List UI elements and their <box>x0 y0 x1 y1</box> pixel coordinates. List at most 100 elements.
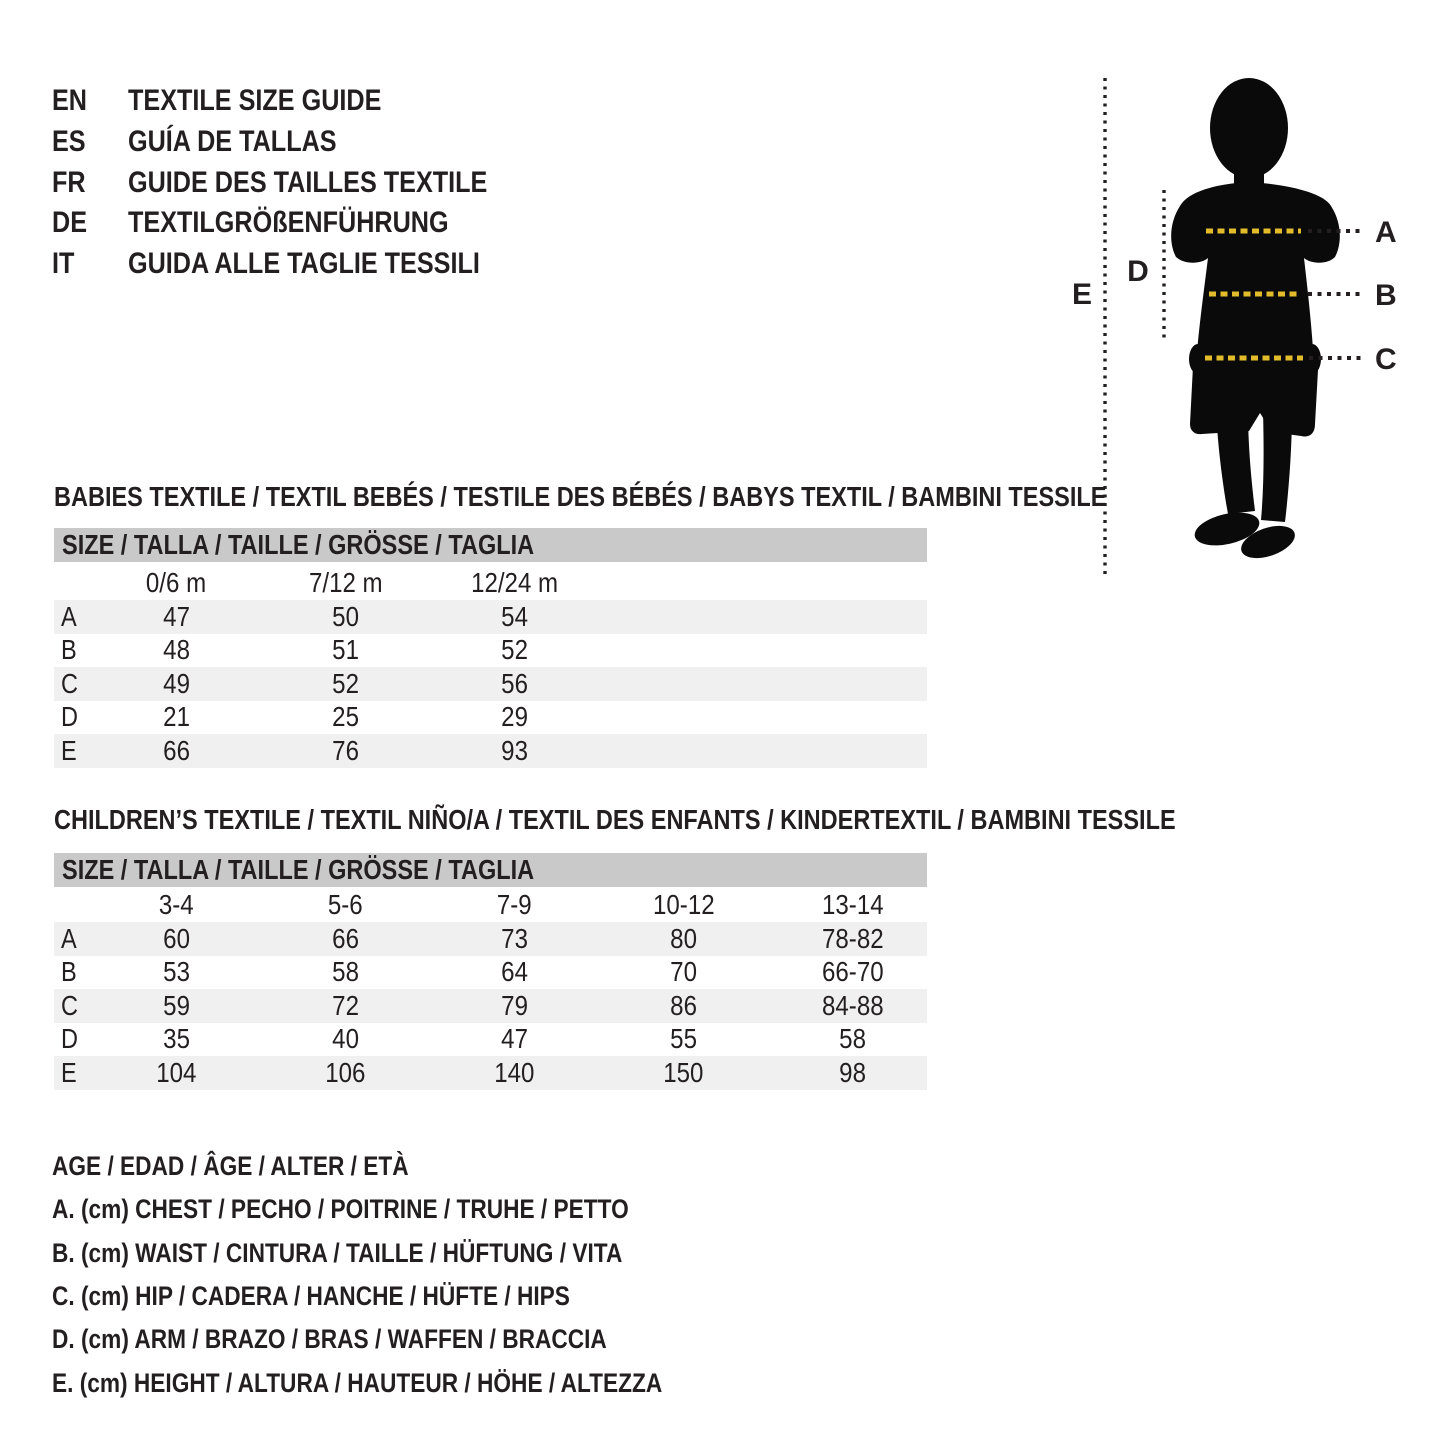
children-size-header-bar: SIZE / TALLA / TAILLE / GRÖSSE / TAGLIA <box>54 853 927 887</box>
cell-text: 80 <box>670 922 697 954</box>
cell: 21 <box>92 701 261 735</box>
cell-text: 21 <box>163 701 190 733</box>
column-header: 3-4 <box>92 887 261 922</box>
lang-code: FR <box>52 166 128 200</box>
shirt-shape <box>1171 182 1340 365</box>
column-header-text: 13-14 <box>821 888 884 920</box>
legend-line-text: A. (cm) CHEST / PECHO / POITRINE / TRUHE… <box>52 1194 629 1225</box>
legend-line-text: AGE / EDAD / ÂGE / ALTER / ETÀ <box>52 1151 409 1182</box>
row-label-text: A <box>61 922 77 954</box>
babies-size-header-text: SIZE / TALLA / TAILLE / GRÖSSE / TAGLIA <box>62 529 535 560</box>
column-header: 7/12 m <box>261 565 430 600</box>
lang-code-text: EN <box>52 84 88 118</box>
row-label: E <box>54 734 92 768</box>
lang-row-fr: FR GUIDE DES TAILLES TEXTILE <box>52 162 556 203</box>
cell-text: 52 <box>501 634 528 666</box>
lang-title-text: GUIDA ALLE TAGLIE TESSILI <box>128 247 480 281</box>
cell: 93 <box>430 734 599 768</box>
cell-text: 40 <box>332 1023 359 1055</box>
lang-code: EN <box>52 84 128 118</box>
cell-text: 84-88 <box>821 989 884 1021</box>
table-row-d: D 35 40 47 55 58 <box>54 1023 927 1057</box>
row-label: A <box>54 600 92 634</box>
cell-text: 29 <box>501 701 528 733</box>
lang-title: GUÍA DE TALLAS <box>128 125 556 159</box>
cell: 56 <box>430 667 599 701</box>
row-label: D <box>54 1023 92 1057</box>
cell-text: 58 <box>839 1023 866 1055</box>
children-section-title: CHILDREN’S TEXTILE / TEXTIL NIÑO/A / TEX… <box>54 804 1389 836</box>
lang-code-text: DE <box>52 206 88 240</box>
cell: 59 <box>92 989 261 1023</box>
cell: 55 <box>599 1023 768 1057</box>
cell: 58 <box>261 956 430 990</box>
table-row-c: C 49 52 56 <box>54 667 927 701</box>
row-label: C <box>54 667 92 701</box>
lang-row-de: DE TEXTILGRÖßENFÜHRUNG <box>52 203 556 244</box>
row-label-text: C <box>61 667 78 699</box>
babies-size-table: 0/6 m 7/12 m 12/24 m A 47 50 54 B 48 51 … <box>54 565 927 768</box>
cell: 66 <box>261 922 430 956</box>
row-label-text: D <box>61 701 78 733</box>
child-silhouette-svg: A B C D E <box>1072 78 1397 578</box>
cell: 52 <box>430 634 599 668</box>
lang-title: TEXTILE SIZE GUIDE <box>128 84 556 118</box>
column-header-text: 10-12 <box>652 888 715 920</box>
legend-line-text: D. (cm) ARM / BRAZO / BRAS / WAFFEN / BR… <box>52 1324 607 1355</box>
table-row-c: C 59 72 79 86 84-88 <box>54 989 927 1023</box>
children-size-header-text: SIZE / TALLA / TAILLE / GRÖSSE / TAGLIA <box>62 854 535 885</box>
cell: 66-70 <box>768 956 937 990</box>
cell-text: 54 <box>501 600 528 632</box>
table-row-e: E 66 76 93 <box>54 734 927 768</box>
lang-title-text: TEXTILGRÖßENFÜHRUNG <box>128 206 449 240</box>
right-shoe-shape <box>1241 525 1295 559</box>
cell-text: 60 <box>163 922 190 954</box>
measurement-figure: A B C D E <box>1058 58 1445 603</box>
cell-text: 76 <box>332 734 359 766</box>
figure-label-a: A <box>1375 216 1397 249</box>
cell: 50 <box>261 600 430 634</box>
lang-row-es: ES GUÍA DE TALLAS <box>52 122 556 163</box>
cell-text: 72 <box>332 989 359 1021</box>
cell: 35 <box>92 1023 261 1057</box>
row-label: D <box>54 701 92 735</box>
babies-size-header-bar: SIZE / TALLA / TAILLE / GRÖSSE / TAGLIA <box>54 528 927 562</box>
cell-text: 50 <box>332 600 359 632</box>
left-leg-shape <box>1216 410 1255 514</box>
figure-label-c: C <box>1375 343 1397 376</box>
babies-column-header-row: 0/6 m 7/12 m 12/24 m <box>54 565 927 600</box>
table-row-b: B 53 58 64 70 66-70 <box>54 956 927 990</box>
column-header-text: 7-9 <box>497 888 532 920</box>
row-label: E <box>54 1056 92 1090</box>
cell-text: 66-70 <box>821 956 884 988</box>
cell: 104 <box>92 1056 261 1090</box>
cell: 25 <box>261 701 430 735</box>
children-size-table: 3-4 5-6 7-9 10-12 13-14 A 60 66 73 80 78… <box>54 887 927 1090</box>
left-shoe-shape <box>1194 512 1260 546</box>
children-section-title-text: CHILDREN’S TEXTILE / TEXTIL NIÑO/A / TEX… <box>54 804 1176 835</box>
lang-code: DE <box>52 206 128 240</box>
cell-text: 98 <box>839 1056 866 1088</box>
legend-line-chest: A. (cm) CHEST / PECHO / POITRINE / TRUHE… <box>52 1188 778 1231</box>
lang-title-text: GUIDE DES TAILLES TEXTILE <box>128 165 488 199</box>
cell: 76 <box>261 734 430 768</box>
cell-text: 73 <box>501 922 528 954</box>
row-label-text: E <box>61 734 77 766</box>
cell: 54 <box>430 600 599 634</box>
cell-text: 150 <box>663 1056 704 1088</box>
cell: 84-88 <box>768 989 937 1023</box>
row-label: B <box>54 956 92 990</box>
cell: 52 <box>261 667 430 701</box>
cell-text: 52 <box>332 667 359 699</box>
cell-text: 70 <box>670 956 697 988</box>
cell: 106 <box>261 1056 430 1090</box>
row-label-text: B <box>61 956 77 988</box>
cell: 48 <box>92 634 261 668</box>
cell: 70 <box>599 956 768 990</box>
lang-title: GUIDA ALLE TAGLIE TESSILI <box>128 247 556 281</box>
legend-line-height: E. (cm) HEIGHT / ALTURA / HAUTEUR / HÖHE… <box>52 1361 778 1404</box>
cell-text: 140 <box>494 1056 535 1088</box>
cell-text: 25 <box>332 701 359 733</box>
cell: 53 <box>92 956 261 990</box>
